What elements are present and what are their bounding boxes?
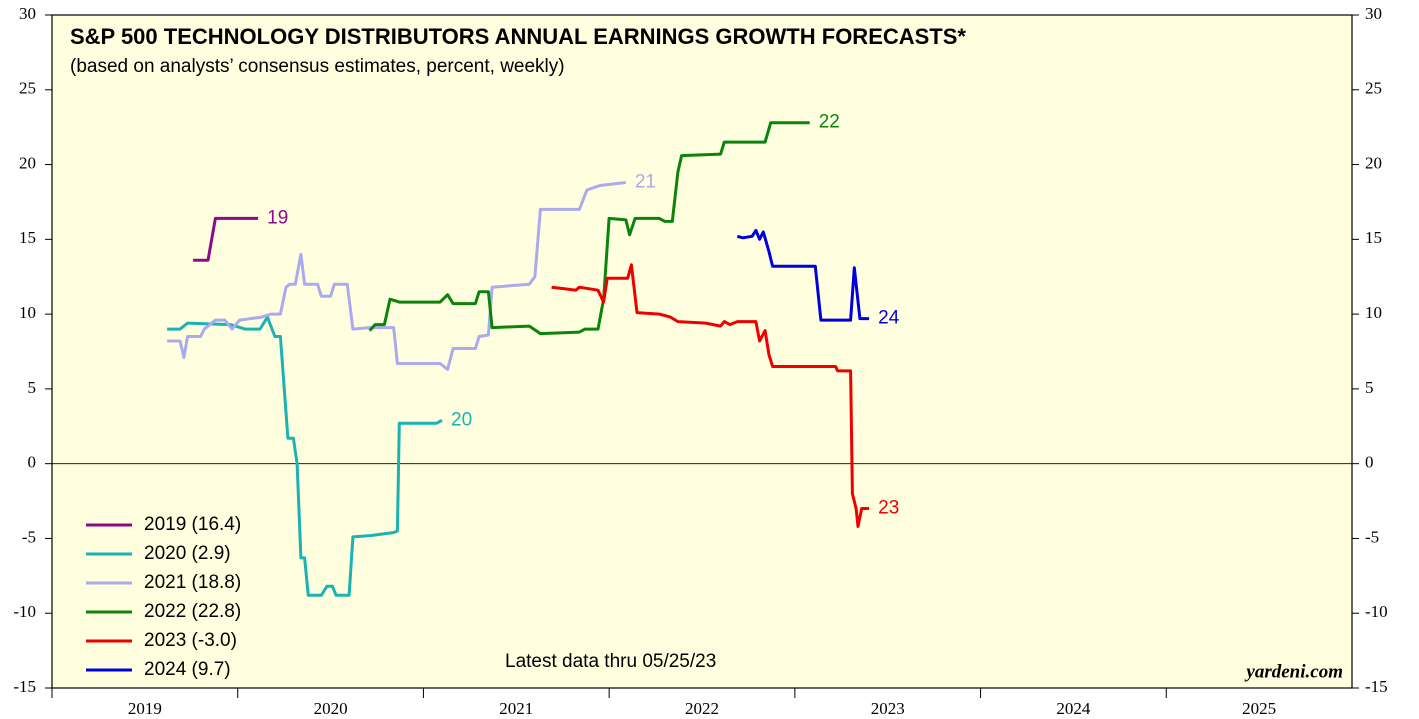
y-tick-label: 25 (19, 79, 36, 98)
y2-tick-label: 0 (1365, 453, 1374, 472)
y2-tick-label: 25 (1365, 79, 1382, 98)
end-label: 20 (451, 409, 472, 430)
legend-label: 2019 (16.4) (144, 514, 241, 535)
end-label: 23 (878, 498, 899, 519)
series-line (193, 216, 259, 262)
series-line (167, 181, 627, 371)
x-tick-label: 2024 (1056, 699, 1091, 718)
y2-tick-label: 15 (1365, 228, 1382, 247)
x-tick-label: 2025 (1242, 699, 1276, 718)
end-label: 21 (635, 172, 656, 193)
x-tick-label: 2023 (871, 699, 905, 718)
y-tick-label: -15 (13, 677, 36, 696)
x-tick-label: 2022 (685, 699, 719, 718)
x-tick-label: 2020 (314, 699, 348, 718)
legend-label: 2023 (-3.0) (144, 630, 237, 651)
annotation: Latest data thru 05/25/23 (505, 651, 716, 672)
legend-label: 2020 (2.9) (144, 543, 231, 564)
legend-label: 2022 (22.8) (144, 601, 241, 622)
end-label: 19 (267, 207, 288, 228)
y2-tick-label: 10 (1365, 303, 1382, 322)
series-line (551, 263, 870, 528)
y-tick-label: 0 (28, 453, 37, 472)
y2-tick-label: -15 (1365, 677, 1388, 696)
end-label: 24 (878, 308, 900, 329)
y2-tick-label: 5 (1365, 378, 1374, 397)
chart-subtitle: (based on analysts’ consensus estimates,… (70, 56, 565, 77)
y2-tick-label: -5 (1365, 527, 1379, 546)
y-tick-label: 20 (19, 153, 36, 172)
chart-title: S&P 500 TECHNOLOGY DISTRIBUTORS ANNUAL E… (70, 24, 966, 49)
y2-tick-label: 20 (1365, 153, 1382, 172)
legend-label: 2024 (9.7) (144, 659, 231, 680)
y-tick-label: 5 (28, 378, 37, 397)
y2-tick-label: 30 (1365, 4, 1382, 23)
x-tick-label: 2021 (499, 699, 533, 718)
y-tick-label: -5 (22, 527, 36, 546)
y-tick-label: 10 (19, 303, 36, 322)
series-line (736, 228, 870, 322)
x-tick-label: 2019 (128, 699, 162, 718)
end-label: 22 (819, 112, 840, 133)
series-line (167, 315, 443, 597)
y-tick-label: -10 (13, 602, 36, 621)
legend-label: 2021 (18.8) (144, 572, 241, 593)
y2-tick-label: -10 (1365, 602, 1388, 621)
y-tick-label: 30 (19, 4, 36, 23)
plot-area (51, 14, 1353, 689)
watermark: yardeni.com (1244, 661, 1343, 682)
series-line (368, 121, 810, 336)
y-tick-label: 15 (19, 228, 36, 247)
